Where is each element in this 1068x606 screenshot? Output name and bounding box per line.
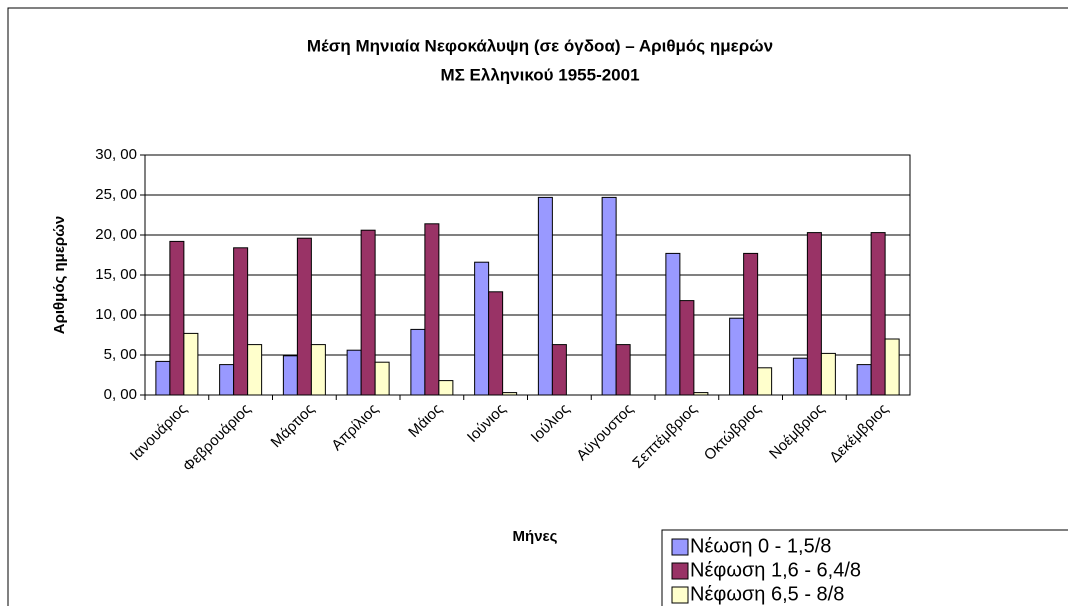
bar [296,237,312,396]
bar [615,344,631,396]
bar [884,338,900,396]
bar [346,349,362,396]
bar [488,291,504,396]
bar [757,367,773,396]
bar [601,196,617,396]
legend-swatch [671,538,689,556]
y-tick-label: 15, 00 [95,266,137,283]
bar [233,247,249,396]
bar [693,392,709,396]
y-tick-label: 0, 00 [104,386,137,403]
bar [410,328,426,396]
bar [247,344,263,396]
legend-swatch [671,586,689,604]
bar [729,317,745,396]
bar [743,252,759,396]
bar [792,357,808,396]
bar [155,360,171,396]
y-tick-label: 10, 00 [95,306,137,323]
bar [169,240,185,396]
legend-label: Νέωση 0 - 1,5/8 [690,535,831,557]
bar [806,232,822,396]
y-tick-label: 25, 00 [95,186,137,203]
x-axis-title: Μήνες [513,528,558,545]
bar [820,352,836,396]
y-tick-label: 20, 00 [95,226,137,243]
y-tick-label: 5, 00 [104,346,137,363]
bar [502,392,518,396]
legend-label: Νέφωση 1,6 - 6,4/8 [690,559,861,581]
legend-box [661,529,1068,606]
bar [219,364,235,396]
chart-subtitle: ΜΣ Ελληνικού 1955-2001 [440,65,639,84]
bar [374,361,390,396]
bar [537,196,553,396]
y-tick-label: 30, 00 [95,146,137,163]
bar [870,232,886,396]
bar [679,300,695,396]
bar [438,380,454,396]
legend-swatch [671,562,689,580]
bar [665,252,681,396]
bar [310,344,326,396]
legend-label: Νέφωση 6,5 - 8/8 [690,583,844,605]
chart-title: Μέση Μηνιαία Νεφοκάλυψη (σε όγδοα) – Αρι… [307,36,773,55]
bar [424,223,440,396]
y-axis-title: Αριθμός ημερών [51,216,68,334]
bar [474,261,490,396]
bar [183,332,199,396]
bar [551,344,567,396]
bar [282,355,298,396]
bar [856,364,872,396]
bar [360,229,376,396]
